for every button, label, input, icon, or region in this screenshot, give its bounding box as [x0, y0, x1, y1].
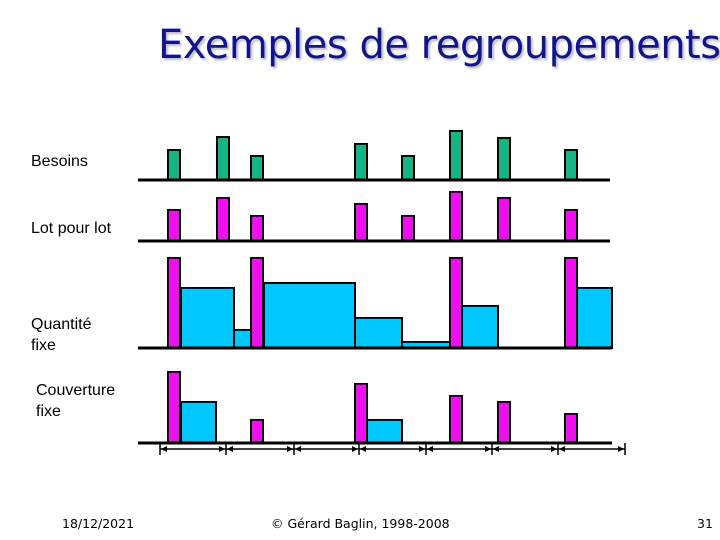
order-bar: [497, 197, 511, 242]
arrow-head: [295, 446, 301, 452]
order-bar: [449, 257, 463, 349]
order-bar: [354, 383, 368, 444]
stock-block: [233, 329, 253, 349]
order-bar: [564, 209, 578, 242]
arrow-head: [161, 446, 167, 452]
stock-block: [263, 282, 356, 349]
order-bar: [564, 413, 578, 444]
order-bar: [449, 395, 463, 444]
arrow-head: [352, 446, 358, 452]
stock-block: [180, 401, 217, 444]
order-bar: [564, 257, 578, 349]
besoins-row: [138, 130, 610, 182]
order-bar: [250, 419, 264, 444]
arrow-head: [427, 446, 433, 452]
order-bar: [167, 209, 181, 242]
order-bar: [401, 215, 415, 242]
order-bar: [449, 191, 463, 242]
period-arrows: [159, 443, 626, 455]
footer-page-number: 31: [697, 516, 713, 531]
lot-pour-lot-row: [138, 191, 610, 243]
slide-title: Exemples de regroupements: [158, 22, 720, 68]
arrow-head: [419, 446, 425, 452]
arrow-head: [559, 446, 565, 452]
order-bar: [167, 257, 181, 349]
arrow-head: [551, 446, 557, 452]
demand-bar: [250, 155, 264, 181]
stock-block: [461, 305, 499, 349]
arrow-head: [618, 446, 624, 452]
row-label-lot-pour-lot: Lot pour lot: [31, 220, 112, 237]
order-bar: [250, 215, 264, 242]
arrow-head: [360, 446, 366, 452]
arrow-head: [227, 446, 233, 452]
demand-bar: [167, 149, 181, 181]
arrow-head: [219, 446, 225, 452]
demand-bar: [497, 137, 511, 181]
demand-bar: [401, 155, 415, 181]
quantite-fixe-row: [138, 257, 613, 350]
demand-bar: [564, 149, 578, 181]
stock-block: [366, 419, 403, 444]
order-bar: [216, 197, 230, 242]
demand-bar: [354, 143, 368, 181]
arrow-head: [287, 446, 293, 452]
demand-bar: [216, 136, 230, 181]
stock-block: [354, 317, 403, 349]
row-label-besoins: Besoins: [31, 153, 88, 170]
row-label-couverture-fixe: Couverture fixe: [36, 382, 116, 420]
row-label-quantite-fixe: Quantité fixe: [31, 316, 92, 354]
footer-copyright: © Gérard Baglin, 1998-2008: [271, 516, 450, 531]
order-bar: [250, 257, 264, 349]
demand-bar: [449, 130, 463, 181]
stock-block: [180, 287, 235, 349]
couverture-fixe-row: [138, 371, 612, 445]
footer-date: 18/12/2021: [62, 516, 135, 531]
arrow-head: [493, 446, 499, 452]
order-bar: [167, 371, 181, 444]
stock-block: [576, 287, 613, 349]
order-bar: [497, 401, 511, 444]
arrow-head: [485, 446, 491, 452]
order-bar: [354, 203, 368, 242]
